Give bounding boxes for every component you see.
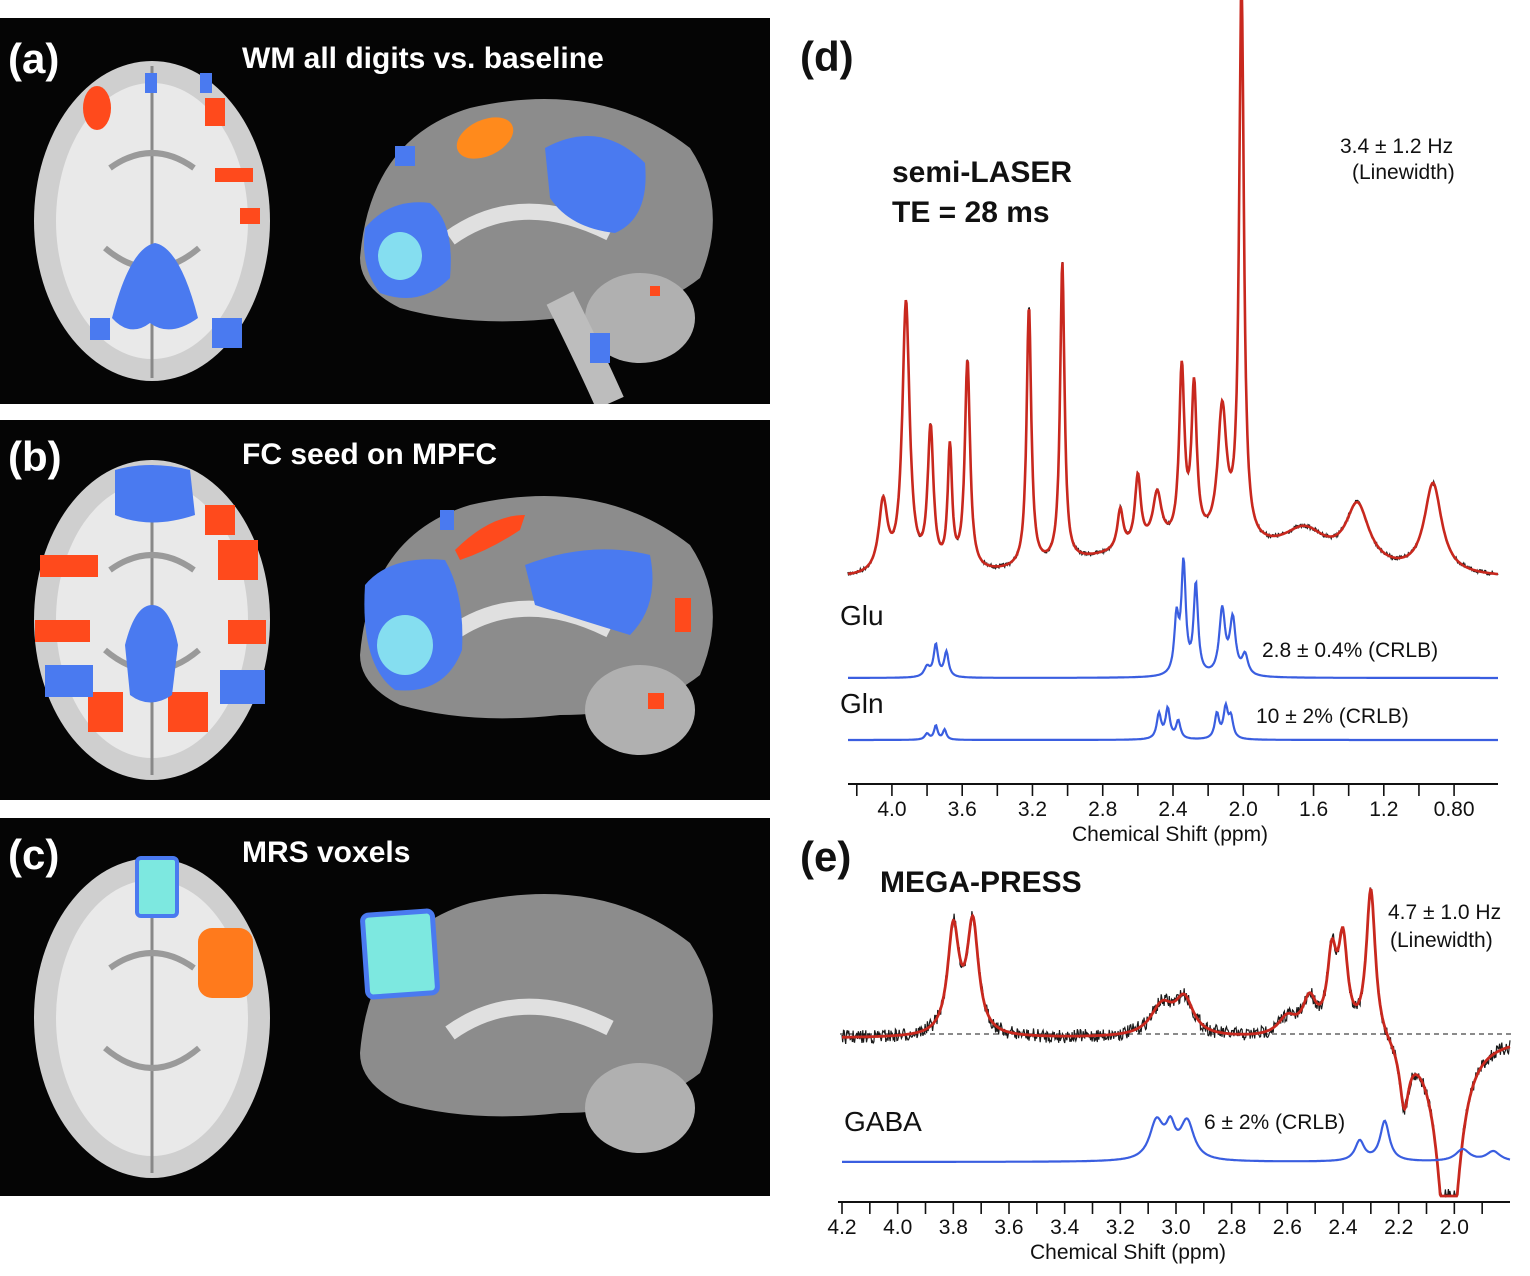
panel-c: (c) MRS voxels: [0, 818, 770, 1196]
panel-d-linewidth-label: (Linewidth): [1352, 161, 1455, 184]
panel-e-gaba-crlb: 6 ± 2% (CRLB): [1204, 1111, 1346, 1134]
panel-d-sequence-name: semi-LASER: [892, 156, 1073, 189]
panel-e-tick-label: 2.8: [1217, 1216, 1246, 1239]
panel-e-tick-label: 4.2: [827, 1216, 856, 1239]
panel-e-tick-label: 2.2: [1384, 1216, 1413, 1239]
panel-d-tick-label: 1.2: [1369, 798, 1398, 821]
panel-d-tick-label: 2.8: [1088, 798, 1117, 821]
panel-d-tick-label: 3.6: [948, 798, 977, 821]
panel-e-tick-label: 2.4: [1328, 1216, 1358, 1239]
panel-e-gaba-basis: [842, 1114, 1511, 1163]
panel-d-gln-basis: [848, 700, 1498, 742]
panel-e-fit-spectrum: [842, 887, 1511, 1198]
panel-d-x-axis-title: Chemical Shift (ppm): [1072, 823, 1269, 846]
panel-d-glu-basis: [848, 557, 1498, 680]
panel-a: (a) WM all digits vs. baseline: [0, 18, 770, 404]
panel-e-sequence-name: MEGA-PRESS: [880, 866, 1082, 899]
panel-b: (b) FC seed on MPFC: [0, 420, 770, 800]
panel-e-linewidth-label: (Linewidth): [1390, 929, 1493, 952]
panel-c-title: MRS voxels: [242, 836, 411, 869]
panel-b-brain-images: [34, 460, 713, 780]
panel-e-tick-label: 2.0: [1440, 1216, 1469, 1239]
panel-e-tick-label: 4.0: [883, 1216, 912, 1239]
panel-e-tick-label: 3.6: [994, 1216, 1023, 1239]
panel-d-tick-label: 2.4: [1158, 798, 1188, 821]
panel-d-echo-time: TE = 28 ms: [892, 196, 1050, 229]
panel-e-x-axis-title: Chemical Shift (ppm): [1030, 1241, 1227, 1264]
panel-b-title: FC seed on MPFC: [242, 438, 498, 471]
panel-d-tick-label: 0.80: [1434, 798, 1475, 821]
panel-e-tick-label: 3.8: [939, 1216, 968, 1239]
panel-d-tick-label: 2.0: [1229, 798, 1258, 821]
panel-d-tick-label: 3.2: [1018, 798, 1047, 821]
panel-d-measured-spectrum: [847, 0, 1499, 576]
panel-c-label: (c): [8, 831, 60, 878]
panel-a-title: WM all digits vs. baseline: [242, 42, 604, 75]
panel-e-linewidth-value: 4.7 ± 1.0 Hz: [1388, 901, 1502, 924]
panel-a-brain-images: [34, 61, 713, 404]
panel-d-x-axis: 4.0 3.6 3.2 2.8 2.4 2.0 1.6 1.2 0.80: [848, 783, 1498, 821]
panel-e-x-axis: 4.2 4.0 3.8 3.6 3.4 3.2 3.0 2.8 2.6 2.4 2.2 2.0: [827, 1201, 1510, 1239]
panel-d-linewidth-value: 3.4 ± 1.2 Hz: [1340, 135, 1454, 158]
panel-d-gln-label: Gln: [840, 688, 884, 719]
panel-d-glu-crlb: 2.8 ± 0.4% (CRLB): [1262, 639, 1439, 662]
panel-e-tick-label: 2.6: [1273, 1216, 1302, 1239]
panel-e-tick-label: 3.0: [1161, 1216, 1190, 1239]
panel-d-gln-crlb: 10 ± 2% (CRLB): [1256, 705, 1409, 728]
panel-e-label: (e): [800, 833, 852, 880]
panel-b-label: (b): [8, 433, 62, 480]
panel-d-fit-spectrum: [847, 0, 1499, 576]
panel-c-brain-images: [34, 856, 713, 1178]
panel-e-gaba-label: GABA: [844, 1106, 922, 1137]
panel-d-label: (d): [800, 33, 854, 80]
panel-a-label: (a): [8, 35, 60, 82]
panel-e-tick-label: 3.4: [1050, 1216, 1080, 1239]
panel-d-tick-label: 1.6: [1299, 798, 1328, 821]
panel-d-tick-label: 4.0: [877, 798, 906, 821]
panel-d-glu-label: Glu: [840, 600, 884, 631]
panel-e-tick-label: 3.2: [1106, 1216, 1135, 1239]
